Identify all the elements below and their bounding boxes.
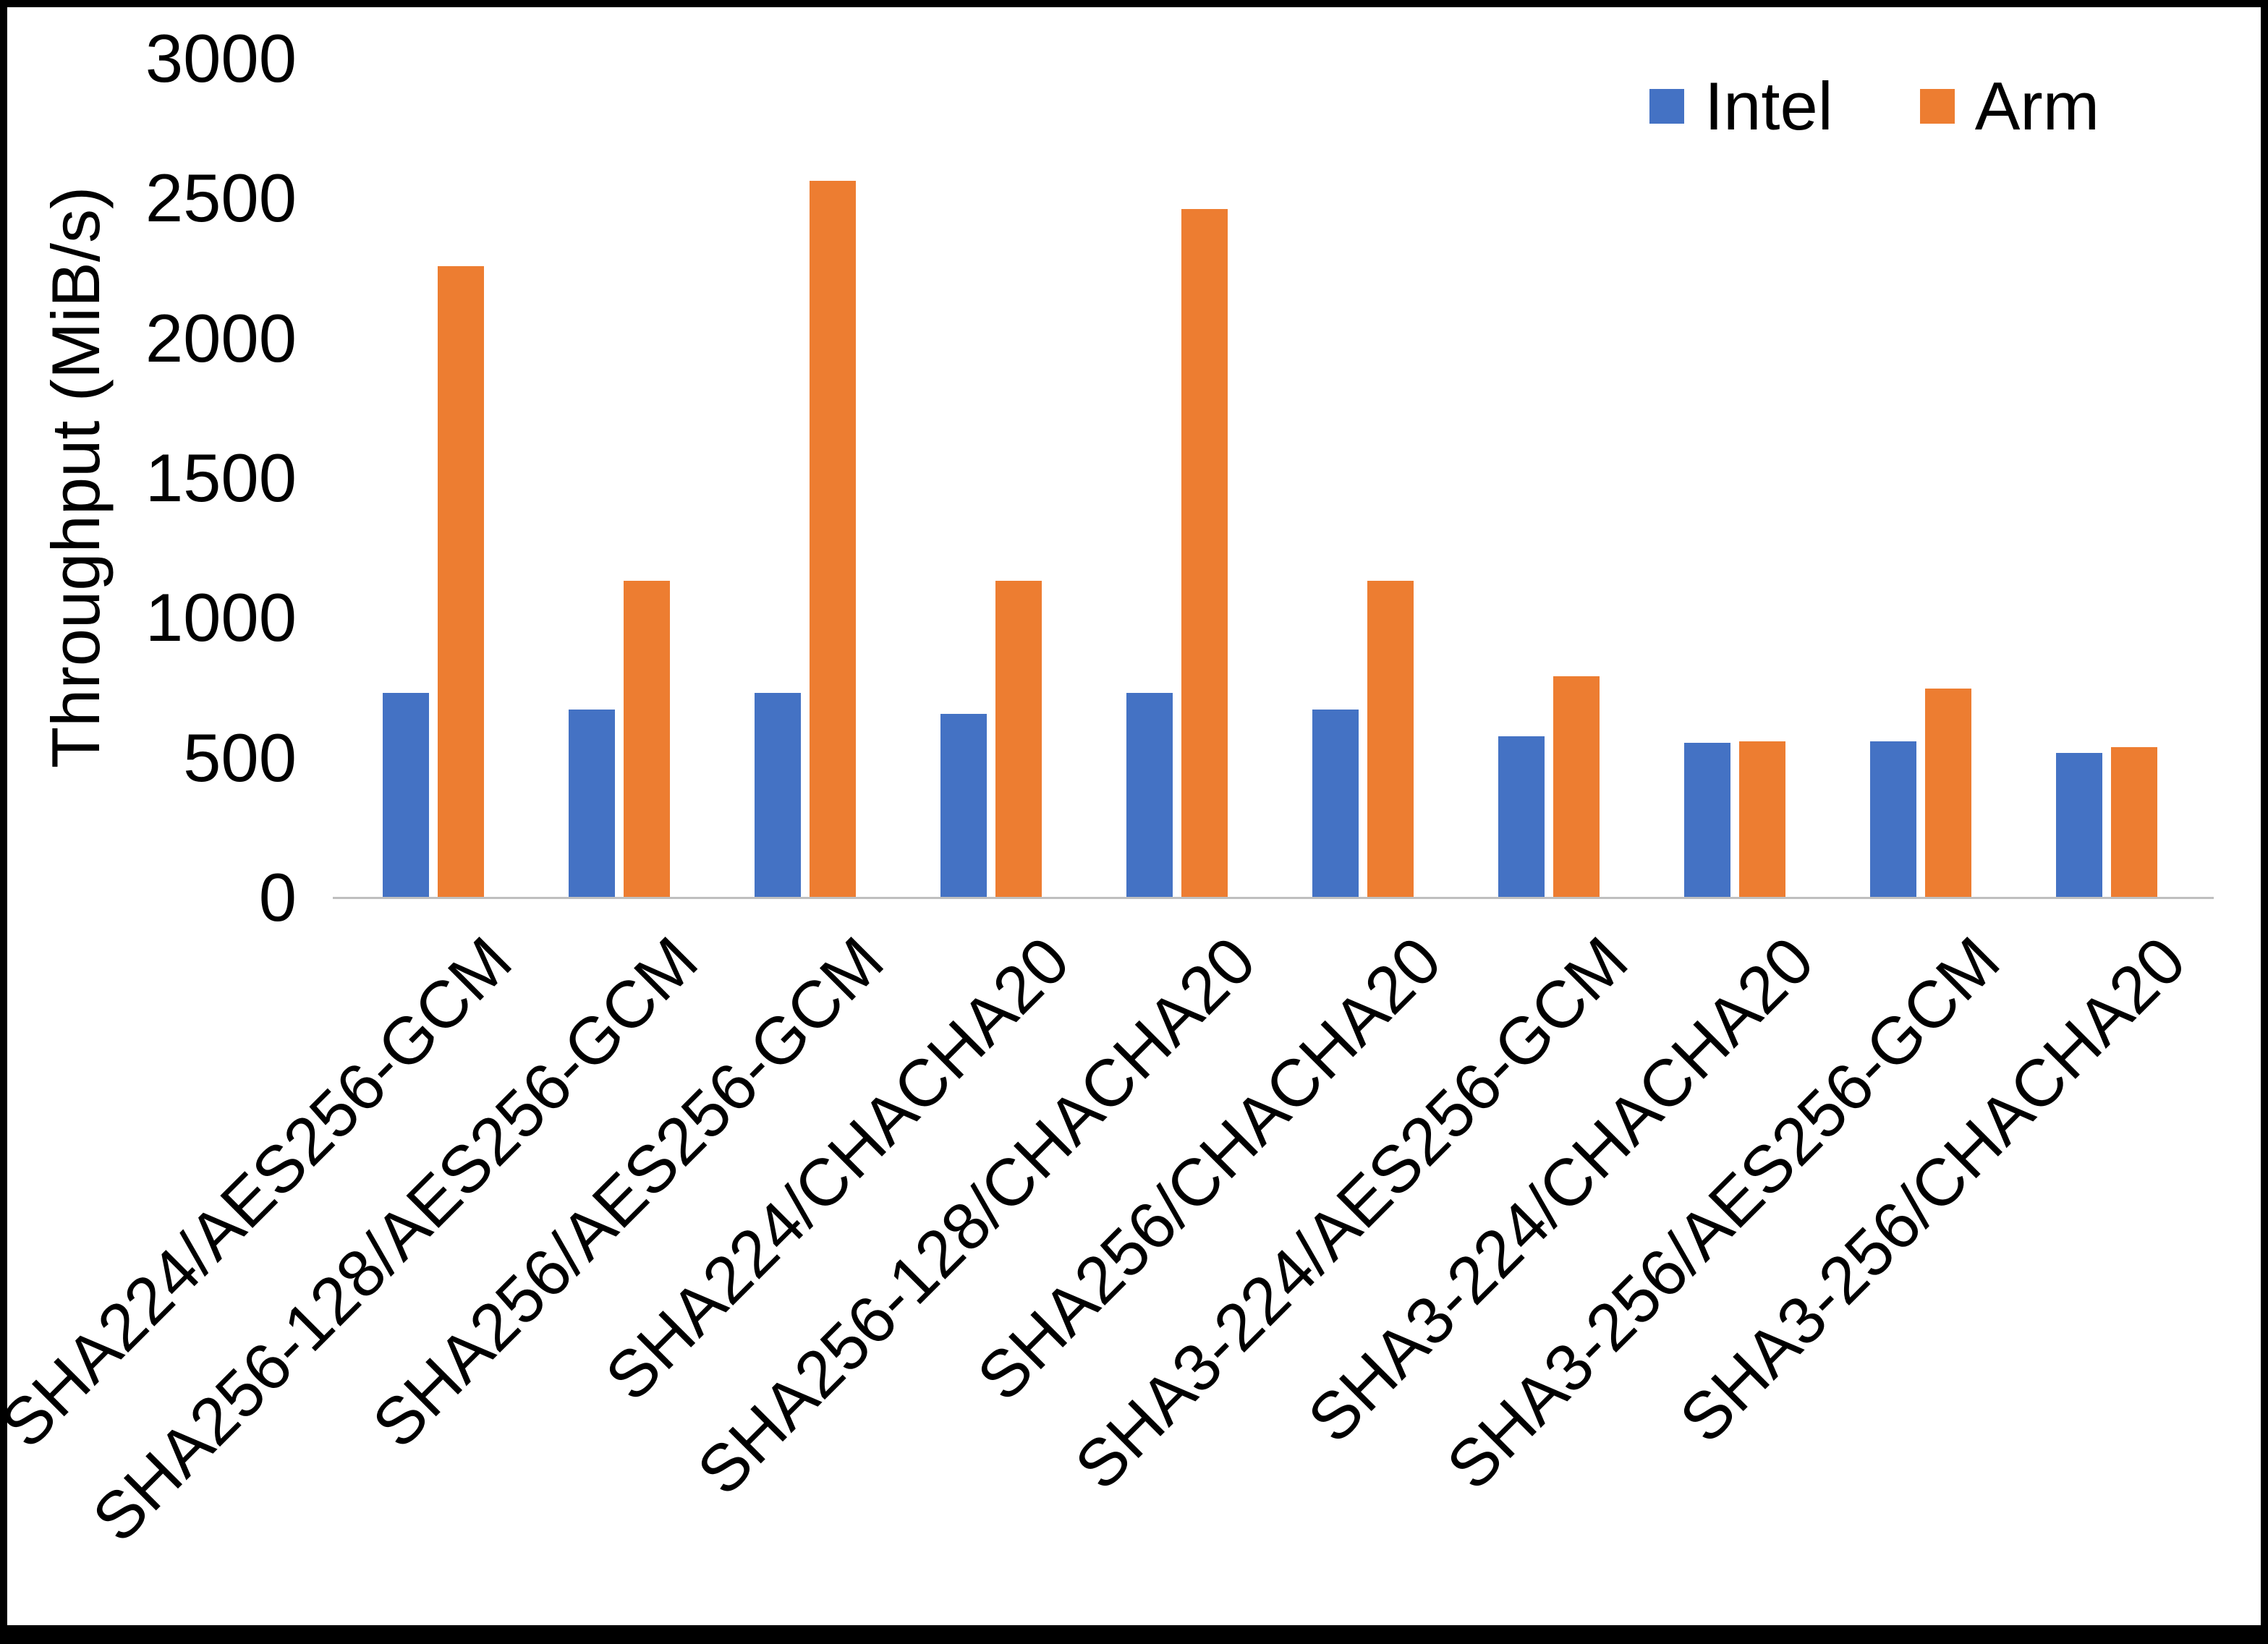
- intel-color-swatch: [1649, 89, 1684, 124]
- bar-arm: [810, 181, 856, 897]
- bar-arm: [2111, 747, 2157, 897]
- legend: Intel Arm: [1649, 72, 2099, 140]
- bar-intel: [1498, 736, 1545, 897]
- throughput-bar-chart: Throughput (MiB/s) Intel Arm 0 500 1000 150…: [7, 7, 2261, 1625]
- bar-arm: [1181, 209, 1228, 897]
- bar-arm: [1367, 581, 1414, 897]
- arm-color-swatch: [1919, 89, 1955, 124]
- y-axis-tick-label: 2500: [145, 160, 297, 237]
- bar-arm: [624, 581, 670, 897]
- legend-label-arm: Arm: [1974, 68, 2099, 144]
- plot-area: [340, 58, 2199, 897]
- bar-intel: [1126, 693, 1173, 897]
- bar-intel: [2056, 753, 2102, 897]
- bar-arm: [1739, 741, 1785, 897]
- y-axis-tick-label: 3000: [145, 20, 297, 96]
- bar-arm: [995, 581, 1042, 897]
- bar-intel: [1870, 741, 1916, 897]
- y-axis-tick-label: 1000: [145, 579, 297, 656]
- bar-arm: [438, 266, 484, 897]
- bar-intel: [1312, 710, 1359, 897]
- legend-item-intel: Intel: [1649, 72, 1833, 140]
- legend-label-intel: Intel: [1704, 68, 1833, 144]
- bar-intel: [940, 714, 987, 897]
- y-axis-tick-label: 2000: [145, 299, 297, 376]
- bar-intel: [1684, 743, 1730, 897]
- y-axis-tick-label: 1500: [145, 440, 297, 516]
- x-axis-line: [333, 897, 2214, 899]
- y-axis-tick-label: 0: [258, 859, 297, 935]
- y-axis-tick-label: 500: [183, 719, 297, 796]
- bar-intel: [383, 693, 429, 897]
- bar-intel: [755, 693, 801, 897]
- bar-intel: [569, 710, 615, 897]
- legend-item-arm: Arm: [1919, 68, 2099, 144]
- bar-arm: [1925, 689, 1971, 897]
- bar-arm: [1553, 676, 1600, 897]
